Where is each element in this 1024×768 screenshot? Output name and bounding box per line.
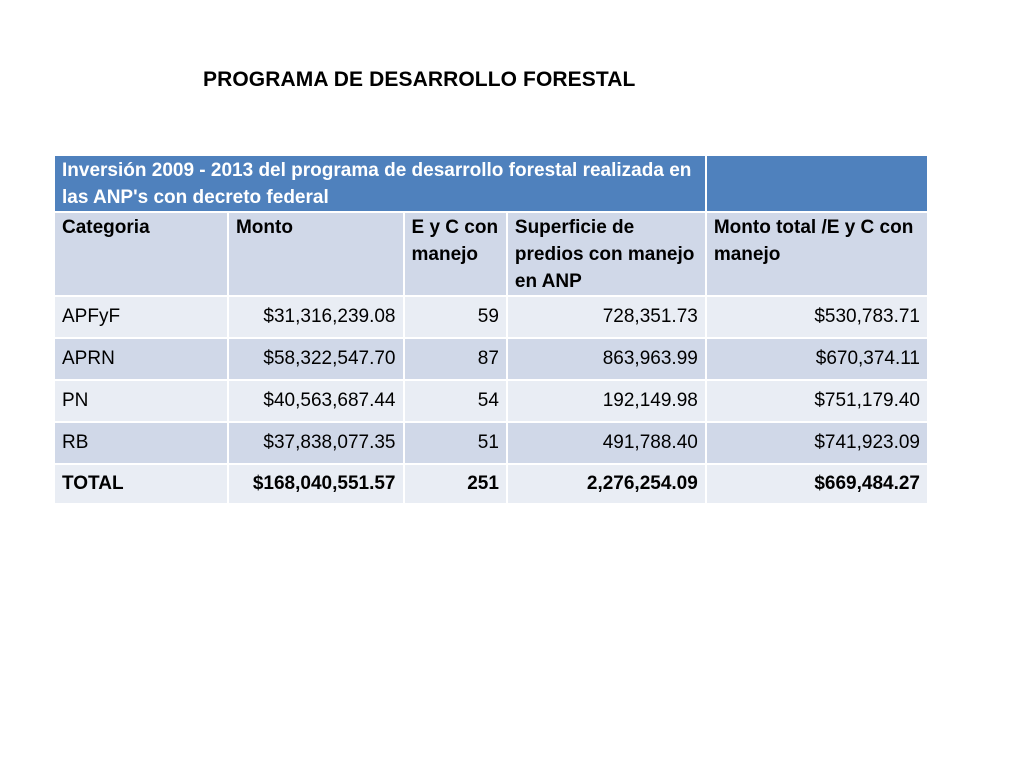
header-superficie: Superficie de predios con manejo en ANP — [507, 213, 705, 295]
cell-categoria: PN — [55, 381, 227, 421]
total-monto-total: $669,484.27 — [706, 465, 927, 503]
cell-monto-total: $670,374.11 — [706, 339, 927, 379]
cell-eyc: 54 — [404, 381, 506, 421]
table-row: APFyF $31,316,239.08 59 728,351.73 $530,… — [55, 297, 927, 337]
table-caption: Inversión 2009 - 2013 del programa de de… — [55, 156, 705, 211]
slide-title: PROGRAMA DE DESARROLLO FORESTAL — [203, 68, 636, 91]
investment-table: Inversión 2009 - 2013 del programa de de… — [53, 154, 929, 505]
cell-superficie: 863,963.99 — [507, 339, 705, 379]
cell-superficie: 192,149.98 — [507, 381, 705, 421]
table-row: RB $37,838,077.35 51 491,788.40 $741,923… — [55, 423, 927, 463]
table-caption-row: Inversión 2009 - 2013 del programa de de… — [55, 156, 927, 211]
cell-monto: $40,563,687.44 — [228, 381, 403, 421]
total-monto: $168,040,551.57 — [228, 465, 403, 503]
cell-monto: $58,322,547.70 — [228, 339, 403, 379]
cell-eyc: 59 — [404, 297, 506, 337]
cell-monto: $37,838,077.35 — [228, 423, 403, 463]
table-row: PN $40,563,687.44 54 192,149.98 $751,179… — [55, 381, 927, 421]
cell-superficie: 728,351.73 — [507, 297, 705, 337]
cell-eyc: 87 — [404, 339, 506, 379]
cell-categoria: APFyF — [55, 297, 227, 337]
cell-monto-total: $530,783.71 — [706, 297, 927, 337]
header-categoria: Categoria — [55, 213, 227, 295]
cell-monto: $31,316,239.08 — [228, 297, 403, 337]
table-header-row: Categoria Monto E y C con manejo Superfi… — [55, 213, 927, 295]
total-eyc: 251 — [404, 465, 506, 503]
cell-superficie: 491,788.40 — [507, 423, 705, 463]
header-monto: Monto — [228, 213, 403, 295]
cell-monto-total: $751,179.40 — [706, 381, 927, 421]
table-row: APRN $58,322,547.70 87 863,963.99 $670,3… — [55, 339, 927, 379]
header-monto-total: Monto total /E y C con manejo — [706, 213, 927, 295]
header-eyc-manejo: E y C con manejo — [404, 213, 506, 295]
total-superficie: 2,276,254.09 — [507, 465, 705, 503]
cell-monto-total: $741,923.09 — [706, 423, 927, 463]
table-total-row: TOTAL $168,040,551.57 251 2,276,254.09 $… — [55, 465, 927, 503]
total-label: TOTAL — [55, 465, 227, 503]
cell-categoria: RB — [55, 423, 227, 463]
cell-eyc: 51 — [404, 423, 506, 463]
table-caption-extra — [706, 156, 927, 211]
cell-categoria: APRN — [55, 339, 227, 379]
